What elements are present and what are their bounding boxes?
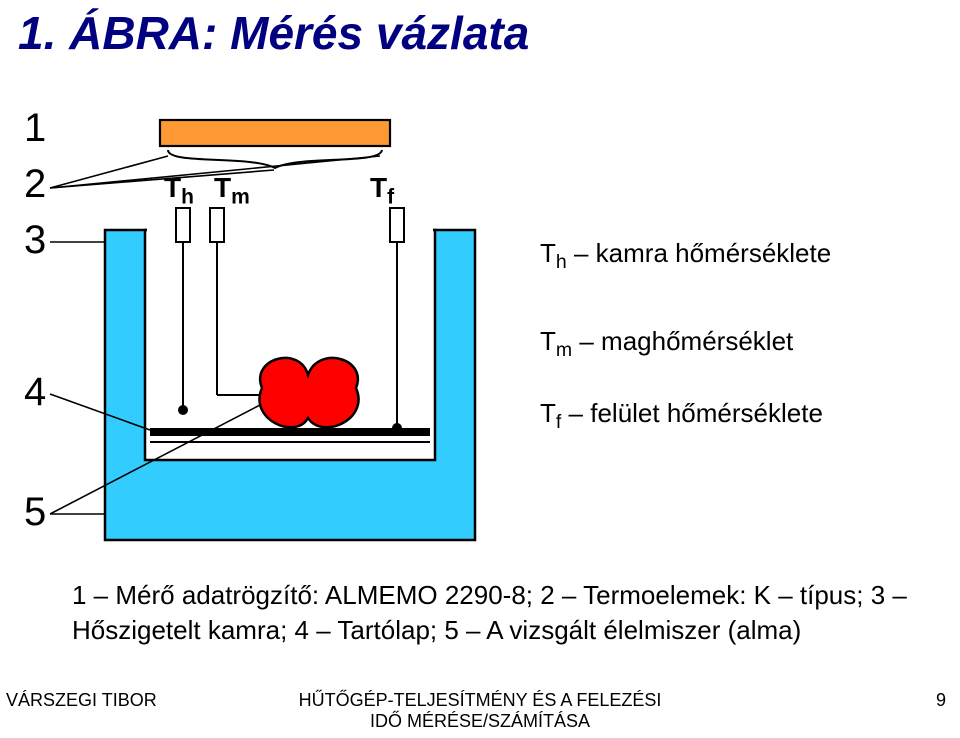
lg-th-b: T — [540, 238, 556, 268]
legend-tf: Tf – felület hőmérséklete — [540, 398, 823, 434]
legend-tm-text: – maghőmérséklet — [579, 326, 793, 356]
footer-c2: IDŐ MÉRÉSE/SZÁMÍTÁSA — [370, 711, 590, 731]
th-sub: h — [181, 186, 194, 209]
tm-sub: m — [231, 186, 250, 209]
lg-tm-s: m — [556, 339, 572, 361]
slide-container: 1. ÁBRA: Mérés vázlata 1 2 3 4 5 — [0, 0, 960, 738]
t-m-symbol: Tm — [214, 172, 250, 210]
rod-tf — [390, 208, 404, 242]
t-f-symbol: Tf — [370, 172, 394, 210]
th-base: T — [164, 172, 181, 203]
footer-page-text: 9 — [936, 690, 946, 710]
legend-th-text: – kamra hőmérséklete — [574, 238, 831, 268]
tm-base: T — [214, 172, 231, 203]
footer-c1: HŰTŐGÉP-TELJESÍTMÉNY ÉS A FELEZÉSI — [299, 690, 662, 710]
legend-tm: Tm – maghőmérséklet — [540, 326, 793, 362]
recorder-rect — [160, 120, 390, 146]
rod-th — [176, 208, 190, 242]
t-h-symbol: Th — [164, 172, 194, 210]
legend-tf-text: – felület hőmérséklete — [569, 398, 823, 428]
caption-text: 1 – Mérő adatrögzítő: ALMEMO 2290-8; 2 –… — [72, 580, 907, 645]
lg-tm-b: T — [540, 326, 556, 356]
footer-page: 9 — [936, 690, 946, 711]
tray — [150, 428, 430, 436]
legend-th: Th – kamra hőmérséklete — [540, 238, 831, 274]
lg-tf-s: f — [556, 411, 561, 433]
tf-base: T — [370, 172, 387, 203]
caption: 1 – Mérő adatrögzítő: ALMEMO 2290-8; 2 –… — [72, 578, 920, 648]
rod-tm — [210, 208, 224, 242]
footer-title: HŰTŐGÉP-TELJESÍTMÉNY ÉS A FELEZÉSI IDŐ M… — [0, 690, 960, 732]
lg-tf-b: T — [540, 398, 556, 428]
lg-th-s: h — [556, 251, 567, 273]
tf-sub: f — [387, 186, 394, 209]
